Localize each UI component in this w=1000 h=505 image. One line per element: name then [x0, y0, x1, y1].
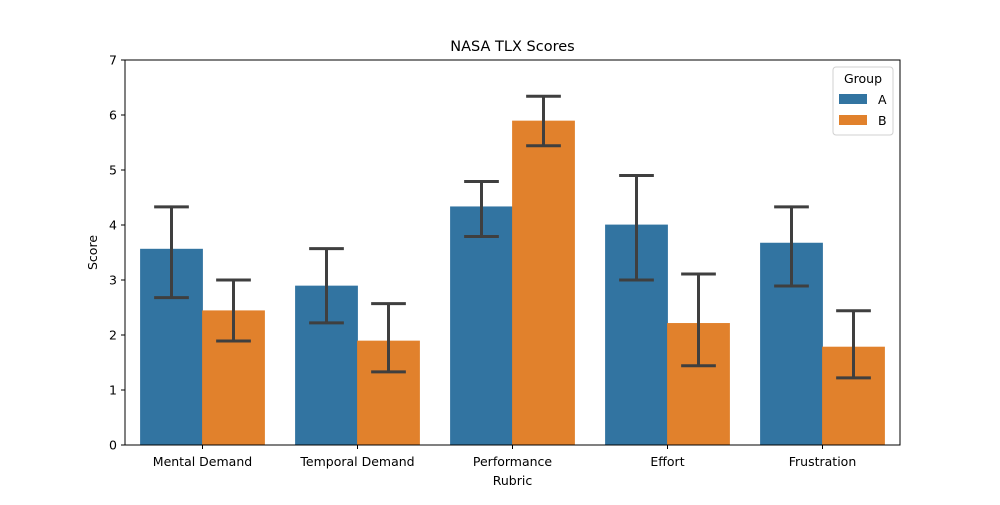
bar-b-performance — [512, 120, 575, 446]
x-tick-label: Effort — [650, 454, 684, 469]
x-tick-label: Performance — [473, 454, 553, 469]
legend: Group A B — [832, 66, 894, 136]
y-axis-label: Score — [85, 235, 100, 270]
y-tick-label: 4 — [109, 218, 117, 233]
chart-title: NASA TLX Scores — [450, 39, 574, 55]
y-tick-label: 6 — [109, 108, 117, 123]
x-tick-label: Temporal Demand — [299, 454, 414, 469]
legend-title: Group — [844, 71, 882, 86]
y-tick-label: 1 — [109, 383, 117, 398]
y-tick-label: 2 — [109, 328, 117, 343]
y-tick-label: 0 — [109, 438, 117, 453]
y-tick-label: 3 — [109, 273, 117, 288]
x-tick-label: Mental Demand — [153, 454, 252, 469]
x-axis-label: Rubric — [493, 473, 533, 488]
legend-label-b: B — [878, 113, 887, 128]
bar-a-performance — [450, 206, 513, 446]
legend-swatch-a — [839, 94, 867, 104]
x-tick-label: Frustration — [789, 454, 857, 469]
legend-swatch-b — [839, 115, 867, 125]
legend-label-a: A — [878, 92, 887, 107]
y-tick-label: 5 — [109, 163, 117, 178]
y-tick-label: 7 — [109, 53, 117, 68]
